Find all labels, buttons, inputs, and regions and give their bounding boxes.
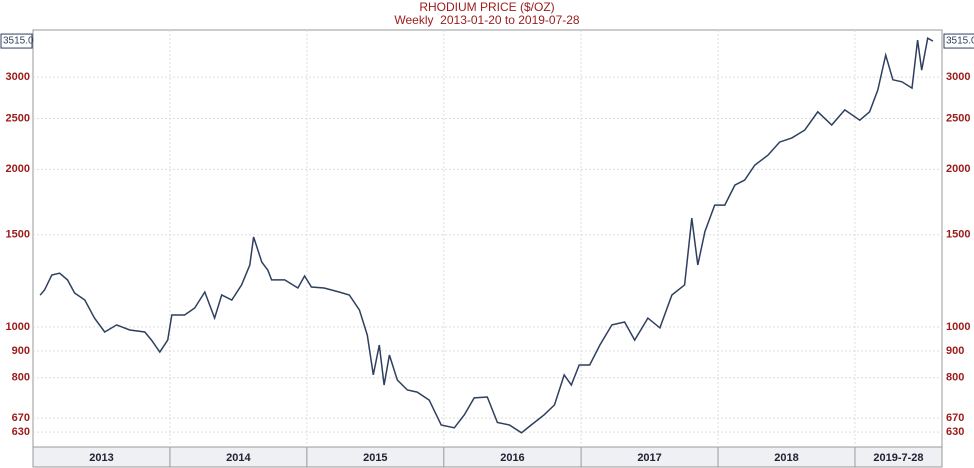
x-tick-label: 2013	[89, 452, 113, 464]
y2-tick-label: 900	[946, 345, 964, 357]
end-value-label: 3515.0	[3, 36, 34, 47]
chart-subtitle: Weekly 2013-01-20 to 2019-07-28	[394, 13, 580, 27]
y2-tick-label: 800	[946, 372, 964, 384]
y2-tick-label: 630	[946, 426, 964, 438]
y2-tick-label: 3000	[946, 71, 970, 83]
x-axis-band	[32, 446, 943, 468]
x-tick-label: 2017	[637, 452, 661, 464]
end-value-box	[943, 33, 974, 49]
y-tick-label: 630	[12, 426, 30, 438]
y-tick-label: 2000	[6, 163, 30, 175]
x-tick-label: 2019-7-28	[873, 452, 923, 464]
y2-tick-label: 670	[946, 412, 964, 424]
y2-tick-label: 2500	[946, 112, 970, 124]
end-value-box	[0, 33, 33, 49]
x-tick-label: 2016	[500, 452, 524, 464]
y2-tick-label: 2000	[946, 163, 970, 175]
x-tick-label: 2014	[226, 452, 251, 464]
y-tick-label: 2500	[6, 112, 30, 124]
x-tick-label: 2018	[774, 452, 798, 464]
y-tick-label: 1000	[6, 321, 30, 333]
y-tick-label: 800	[12, 372, 30, 384]
end-value-label: 3515.0	[946, 36, 974, 47]
y2-tick-label: 1500	[946, 229, 970, 241]
price-line	[39, 37, 934, 434]
y-tick-label: 3000	[6, 71, 30, 83]
y-tick-label: 1500	[6, 229, 30, 241]
chart-title: RHODIUM PRICE ($/OZ)	[419, 0, 554, 14]
y-tick-label: 670	[12, 412, 30, 424]
y-tick-label: 900	[12, 345, 30, 357]
y2-tick-label: 1000	[946, 321, 970, 333]
x-tick-label: 2015	[363, 452, 387, 464]
